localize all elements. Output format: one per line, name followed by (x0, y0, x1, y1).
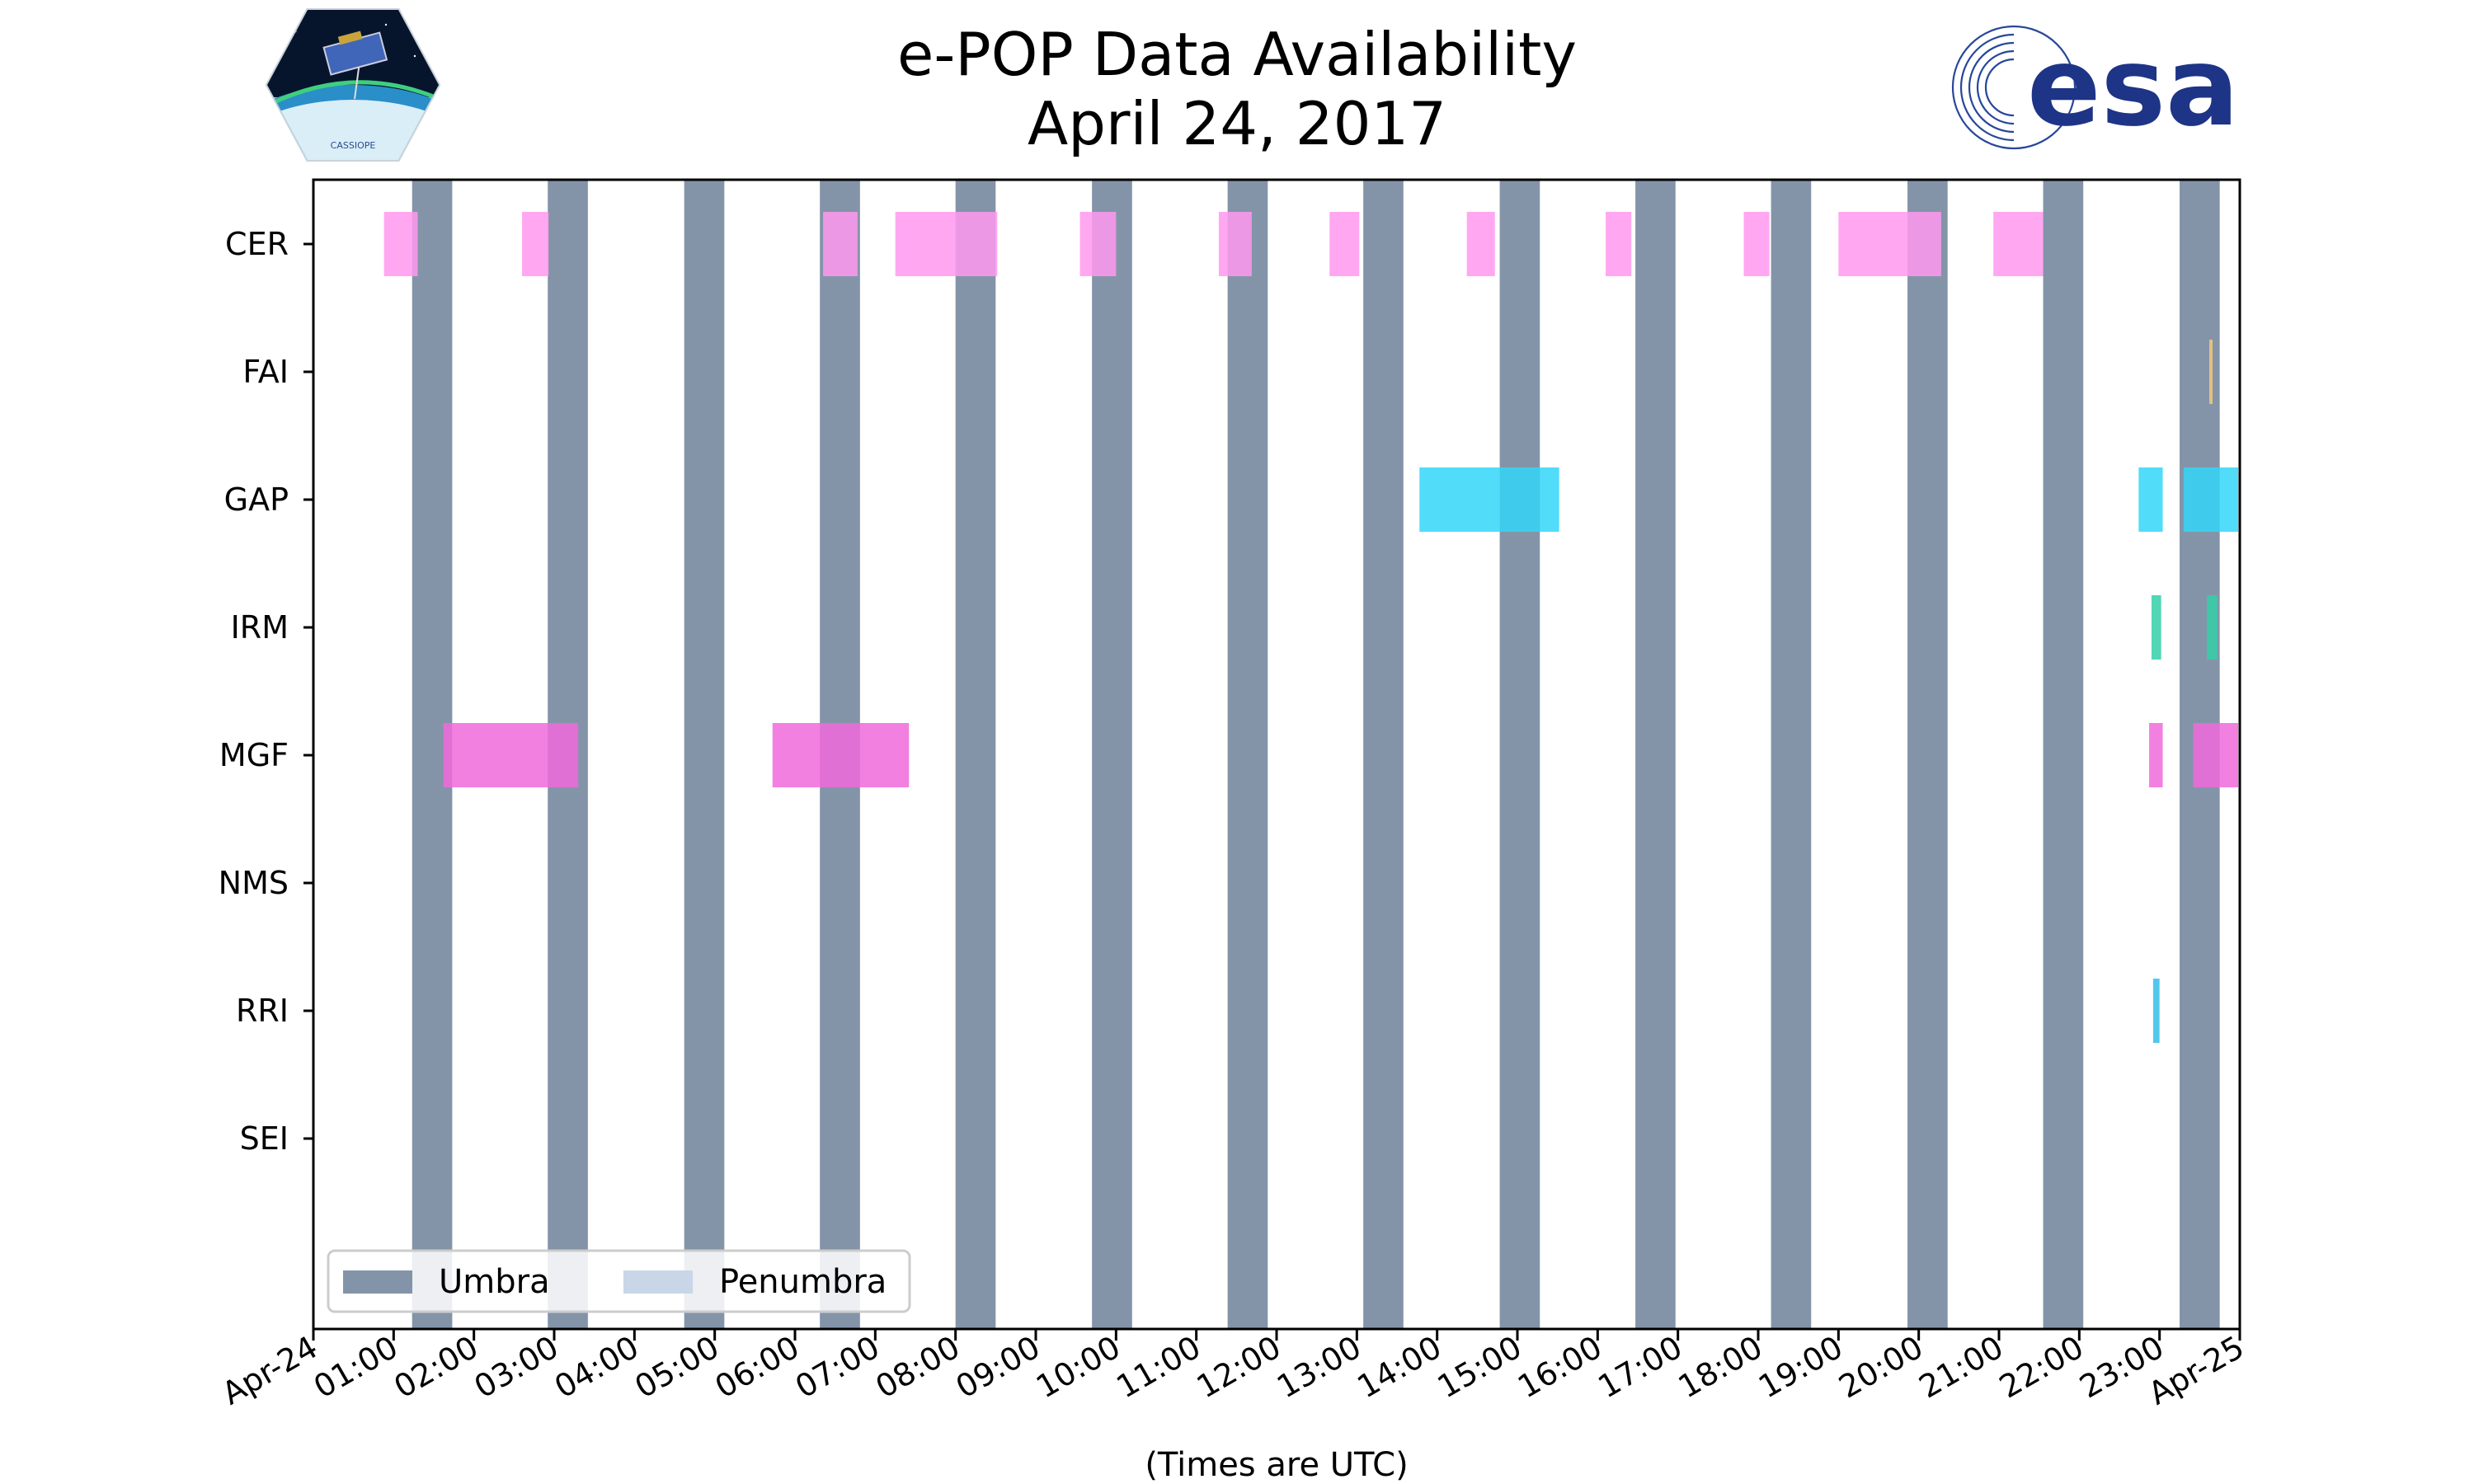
x-tick-label-21-00: 21:00 (1913, 1329, 2010, 1406)
interval-cer-5 (1218, 212, 1252, 276)
cassiope-mission-logo: CASSIOPE (265, 8, 441, 162)
umbra-band-12 (2043, 180, 2084, 1329)
interval-cer-0 (383, 212, 418, 276)
interval-cer-9 (1743, 212, 1770, 276)
y-tick-label-irm: IRM (231, 609, 289, 646)
esa-logo-text: esa (2027, 24, 2239, 151)
umbra-band-11 (1907, 180, 1948, 1329)
interval-cer-7 (1466, 212, 1495, 276)
interval-cer-4 (1079, 212, 1117, 276)
x-tick-label-07-00: 07:00 (789, 1329, 886, 1406)
legend-box (327, 1249, 911, 1313)
interval-fai-0 (2209, 340, 2213, 404)
umbra-band-5 (1092, 180, 1132, 1329)
umbra-band-6 (1227, 180, 1268, 1329)
x-tick-label-05-00: 05:00 (628, 1329, 725, 1406)
legend-swatch-umbra (343, 1270, 412, 1294)
chart-title: e-POP Data Availability (897, 20, 1577, 89)
x-tick-label-08-00: 08:00 (869, 1329, 966, 1406)
umbra-band-2 (684, 180, 725, 1329)
x-tick-label-04-00: 04:00 (548, 1329, 645, 1406)
interval-cer-8 (1606, 212, 1632, 276)
x-tick-label-apr-24: Apr-24 (216, 1329, 324, 1412)
legend-label-umbra: Umbra (439, 1263, 550, 1301)
interval-gap-2 (2183, 467, 2239, 532)
x-tick-label-12-00: 12:00 (1191, 1329, 1287, 1406)
interval-cer-11 (1993, 212, 2044, 276)
y-tick-label-nms: NMS (219, 865, 289, 901)
x-tick-label-14-00: 14:00 (1351, 1329, 1447, 1406)
x-tick-label-20-00: 20:00 (1832, 1329, 1929, 1406)
x-tick-label-16-00: 16:00 (1512, 1329, 1608, 1406)
x-tick-label-17-00: 17:00 (1592, 1329, 1688, 1406)
x-tick-label-06-00: 06:00 (709, 1329, 806, 1406)
interval-cer-1 (522, 212, 549, 276)
umbra-band-10 (1771, 180, 1812, 1329)
interval-mgf-2 (2149, 723, 2163, 787)
umbra-band-4 (955, 180, 996, 1329)
x-tick-label-15-00: 15:00 (1432, 1329, 1528, 1406)
umbra-band-8 (1499, 180, 1540, 1329)
x-tick-label-18-00: 18:00 (1672, 1329, 1769, 1406)
y-tick-label-mgf: MGF (219, 737, 289, 773)
interval-mgf-1 (772, 723, 910, 787)
y-tick-label-fai: FAI (242, 354, 289, 390)
interval-cer-2 (823, 212, 858, 276)
y-tick-label-sei: SEI (240, 1120, 289, 1157)
legend-swatch-penumbra (623, 1270, 693, 1294)
x-tick-label-13-00: 13:00 (1271, 1329, 1367, 1406)
cassiope-logo-text: CASSIOPE (331, 140, 376, 151)
umbra-band-7 (1363, 180, 1404, 1329)
interval-cer-10 (1838, 212, 1941, 276)
interval-gap-1 (2138, 467, 2163, 532)
y-tick-label-gap: GAP (224, 481, 289, 518)
interval-cer-3 (895, 212, 998, 276)
x-tick-label-03-00: 03:00 (468, 1329, 565, 1406)
interval-irm-1 (2207, 595, 2218, 660)
plot-frame (312, 178, 2241, 1331)
legend-label-penumbra: Penumbra (719, 1263, 887, 1301)
interval-mgf-3 (2193, 723, 2239, 787)
esa-logo: esa (1951, 23, 2239, 155)
chart-subtitle: April 24, 2017 (1027, 89, 1447, 158)
interval-rri-0 (2152, 979, 2160, 1043)
x-tick-label-02-00: 02:00 (388, 1329, 484, 1406)
interval-irm-0 (2151, 595, 2161, 660)
x-tick-label-19-00: 19:00 (1752, 1329, 1849, 1406)
interval-mgf-0 (443, 723, 579, 787)
y-tick-label-cer: CER (225, 226, 289, 262)
y-tick-label-rri: RRI (236, 993, 289, 1029)
x-axis-label: (Times are UTC) (1145, 1446, 1408, 1484)
x-tick-label-01-00: 01:00 (308, 1329, 404, 1406)
interval-cer-6 (1329, 212, 1360, 276)
x-tick-label-10-00: 10:00 (1030, 1329, 1126, 1406)
umbra-band-9 (1635, 180, 1676, 1329)
interval-gap-0 (1419, 467, 1559, 532)
x-tick-label-11-00: 11:00 (1110, 1329, 1206, 1406)
x-tick-label-22-00: 22:00 (1993, 1329, 2090, 1406)
x-tick-label-09-00: 09:00 (950, 1329, 1047, 1406)
